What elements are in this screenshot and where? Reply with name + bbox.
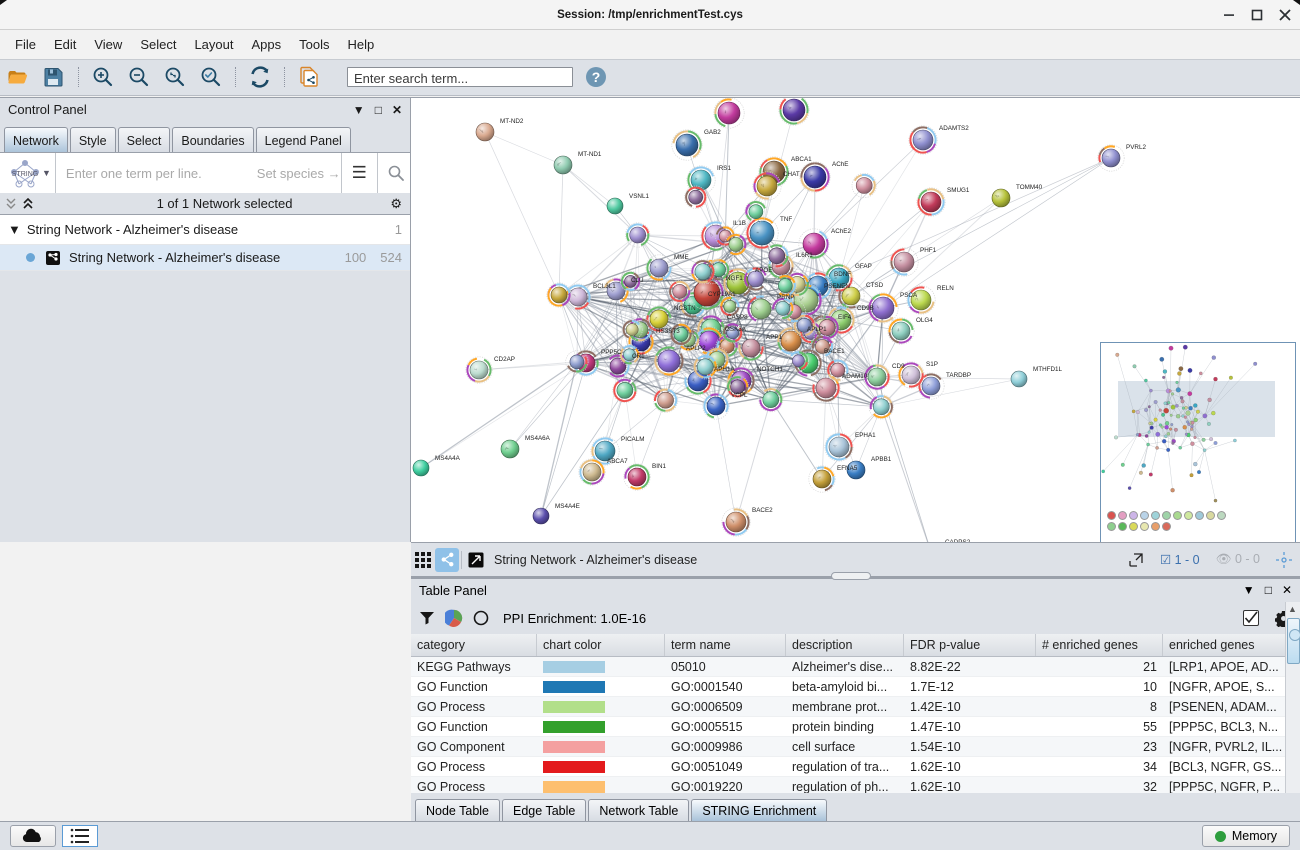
svg-text:ADAMTS2: ADAMTS2: [939, 125, 969, 132]
svg-text:?: ?: [592, 69, 601, 85]
svg-text:APP1: APP1: [766, 334, 783, 341]
svg-text:NOTCH1: NOTCH1: [757, 366, 783, 373]
svg-text:RELN: RELN: [937, 285, 954, 292]
svg-text:BACE1: BACE1: [824, 348, 845, 355]
svg-text:CHAT: CHAT: [783, 171, 800, 178]
svg-text:CASP8: CASP8: [727, 314, 748, 321]
svg-text:BIN1: BIN1: [652, 463, 666, 470]
svg-text:GAB2: GAB2: [704, 129, 721, 136]
svg-text:CD9B: CD9B: [857, 305, 874, 312]
svg-text:MS4A4E: MS4A4E: [555, 503, 580, 510]
svg-text:APLP2: APLP2: [686, 345, 706, 352]
svg-text:MT-ND1: MT-ND1: [578, 151, 602, 158]
svg-text:APLP1: APLP1: [807, 326, 827, 333]
svg-text:TARDBP: TARDBP: [946, 372, 971, 379]
svg-text:PRNP: PRNP: [777, 294, 795, 301]
svg-text:CYP19A1: CYP19A1: [708, 291, 736, 298]
svg-text:MT-ND2: MT-ND2: [500, 118, 524, 125]
svg-text:CR1: CR1: [632, 353, 645, 360]
svg-text:IL1B: IL1B: [733, 220, 746, 227]
svg-text:APH1A: APH1A: [714, 366, 735, 373]
svg-text:STRING: STRING: [12, 171, 38, 178]
svg-text:CD2AP: CD2AP: [494, 356, 515, 363]
svg-text:NGF1: NGF1: [726, 275, 743, 282]
svg-text:ABCA1: ABCA1: [791, 156, 812, 163]
svg-text:AChE2: AChE2: [831, 228, 851, 235]
svg-text:EIF4: EIF4: [838, 314, 852, 321]
svg-text:PSCA: PSCA: [900, 292, 918, 299]
svg-text:PSENEN: PSENEN: [824, 283, 850, 290]
svg-text:NCSTN: NCSTN: [674, 305, 696, 312]
svg-text:PVRL2: PVRL2: [1126, 144, 1146, 151]
svg-text:MS4A4A: MS4A4A: [435, 455, 461, 462]
svg-text:CLU: CLU: [631, 277, 644, 284]
svg-text:VCPL: VCPL: [731, 392, 748, 399]
svg-text:GFAP: GFAP: [855, 263, 872, 270]
svg-text:VSNL1: VSNL1: [629, 193, 649, 200]
svg-text:IRS1: IRS1: [717, 165, 731, 172]
svg-text:CTSD: CTSD: [866, 282, 884, 289]
svg-text:MTHFD1L: MTHFD1L: [1033, 366, 1063, 373]
svg-text:AChE: AChE: [832, 161, 848, 168]
svg-text:TNF: TNF: [780, 216, 792, 223]
svg-text:TOMM40: TOMM40: [1016, 184, 1043, 191]
svg-text:MS4A6A: MS4A6A: [525, 435, 551, 442]
svg-text:HS3ST3: HS3ST3: [656, 328, 680, 335]
svg-text:BCL3L1: BCL3L1: [593, 283, 616, 290]
svg-text:ADAM10: ADAM10: [842, 373, 868, 380]
svg-text:OLG4: OLG4: [916, 317, 933, 324]
svg-text:EFNA5: EFNA5: [837, 465, 858, 472]
svg-text:BACE2: BACE2: [752, 507, 773, 514]
svg-text:GSK3A: GSK3A: [725, 326, 747, 333]
svg-text:IL6R1: IL6R1: [796, 252, 813, 259]
svg-text:ABCA7: ABCA7: [607, 458, 628, 465]
svg-text:APOE: APOE: [755, 267, 773, 274]
svg-text:PHF1: PHF1: [920, 247, 937, 254]
svg-text:CD9: CD9: [892, 363, 905, 370]
svg-text:PICALM: PICALM: [621, 436, 644, 443]
svg-text:PPP5C: PPP5C: [601, 349, 622, 356]
svg-text:SMUG1: SMUG1: [947, 187, 970, 194]
svg-text:MME: MME: [674, 254, 689, 261]
svg-text:S1P: S1P: [926, 361, 938, 368]
svg-text:BDNF: BDNF: [834, 271, 851, 278]
svg-text:APBB1: APBB1: [871, 456, 892, 463]
svg-text:EPHA1: EPHA1: [855, 432, 876, 439]
